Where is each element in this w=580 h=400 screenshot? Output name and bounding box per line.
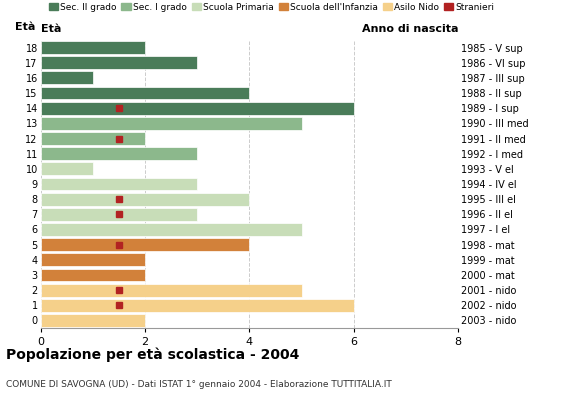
Text: Popolazione per età scolastica - 2004: Popolazione per età scolastica - 2004 bbox=[6, 348, 299, 362]
Bar bbox=[41, 117, 302, 130]
Text: Età: Età bbox=[41, 24, 61, 34]
Bar bbox=[41, 253, 145, 266]
Bar bbox=[41, 208, 197, 221]
Bar bbox=[41, 178, 197, 190]
Bar bbox=[41, 238, 249, 251]
Bar bbox=[41, 284, 302, 296]
Bar bbox=[41, 41, 145, 54]
Bar bbox=[41, 299, 354, 312]
Text: COMUNE DI SAVOGNA (UD) - Dati ISTAT 1° gennaio 2004 - Elaborazione TUTTITALIA.IT: COMUNE DI SAVOGNA (UD) - Dati ISTAT 1° g… bbox=[6, 380, 392, 389]
Bar bbox=[41, 147, 197, 160]
Bar bbox=[41, 87, 249, 100]
Text: Anno di nascita: Anno di nascita bbox=[362, 24, 458, 34]
Text: Età: Età bbox=[14, 22, 35, 32]
Bar bbox=[41, 162, 93, 175]
Bar bbox=[41, 102, 354, 115]
Bar bbox=[41, 268, 145, 281]
Bar bbox=[41, 193, 249, 206]
Bar bbox=[41, 56, 197, 69]
Bar bbox=[41, 132, 145, 145]
Legend: Sec. II grado, Sec. I grado, Scuola Primaria, Scuola dell'Infanzia, Asilo Nido, : Sec. II grado, Sec. I grado, Scuola Prim… bbox=[45, 0, 498, 15]
Bar bbox=[41, 314, 145, 327]
Bar bbox=[41, 72, 93, 84]
Bar bbox=[41, 223, 302, 236]
